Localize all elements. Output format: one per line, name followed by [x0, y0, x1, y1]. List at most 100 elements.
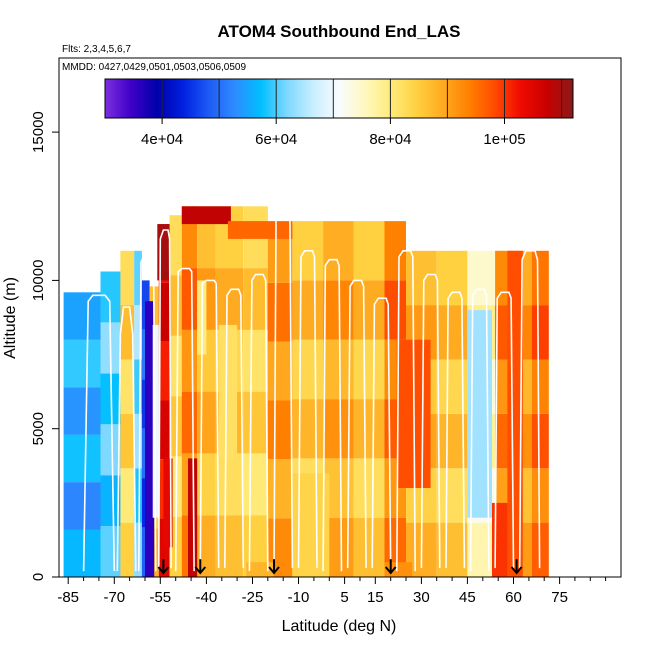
heat-cell — [353, 339, 385, 399]
flight-profile — [346, 279, 367, 569]
x-tick-label: 30 — [413, 589, 430, 606]
heat-patch — [163, 458, 173, 548]
heat-cell — [292, 280, 324, 340]
heat-cell — [243, 329, 268, 392]
heat-cell — [63, 387, 101, 435]
heat-cell — [531, 413, 549, 469]
x-tick-label: 75 — [551, 589, 568, 606]
x-tick-label: -10 — [288, 589, 310, 606]
heat-cell — [134, 413, 142, 469]
marker-arrow-head — [268, 566, 280, 575]
chart-title: ATOM4 Southbound End_LAS — [217, 22, 460, 41]
flight-profile — [494, 291, 515, 569]
y-tick-label: 0 — [30, 573, 47, 581]
flight-profile — [322, 258, 343, 572]
heat-cell — [384, 280, 406, 340]
heat-cell — [292, 339, 324, 399]
heat-cell — [134, 522, 142, 577]
x-tick-label: -40 — [196, 589, 218, 606]
heat-cell — [158, 282, 170, 342]
heat-cell — [169, 335, 182, 397]
heat-cell — [267, 400, 293, 460]
colorbar-gradient — [105, 79, 573, 118]
heat-cell — [215, 453, 244, 516]
heat-cell — [120, 413, 135, 469]
x-tick-label: -25 — [242, 589, 264, 606]
heat-cell — [531, 250, 549, 306]
heat-cell — [63, 292, 101, 340]
heat-cell — [100, 526, 121, 577]
flight-profiles — [82, 208, 541, 572]
heat-cell — [292, 399, 324, 459]
heat-cell — [436, 468, 468, 523]
x-tick-label: 45 — [459, 589, 476, 606]
x-tick-label: -85 — [57, 589, 79, 606]
x-axis: -85 -70 -55 -40 -25 -10 5 15 30 45 60 75 — [57, 577, 607, 606]
heat-cell — [436, 250, 468, 306]
date-markers — [157, 559, 523, 575]
x-tick-label: 60 — [505, 589, 522, 606]
heat-cell — [181, 391, 198, 454]
flight-profile — [199, 279, 220, 569]
flight-profile — [158, 229, 172, 569]
heat-cell — [100, 424, 121, 476]
heat-cell — [353, 458, 385, 518]
heat-cell — [169, 396, 182, 457]
flight-profile — [224, 288, 245, 569]
heat-cell — [353, 517, 385, 577]
heat-cell — [215, 515, 244, 577]
flight-profile — [518, 250, 541, 569]
flight-profile — [445, 291, 466, 569]
heat-cell — [353, 399, 385, 459]
heat-patch — [188, 458, 198, 577]
heat-cell — [267, 459, 293, 519]
marker-arrow-head — [384, 566, 397, 575]
x-tick-label: 15 — [367, 589, 384, 606]
heat-cell — [63, 529, 101, 577]
x-tick-label: -55 — [149, 589, 171, 606]
heat-cell — [120, 522, 135, 577]
dates-label: MMDD: 0427,0429,0501,0503,0506,0509 — [62, 62, 246, 73]
heat-cell — [531, 305, 549, 360]
heat-cell — [158, 341, 170, 401]
colorbar: 4e+04 6e+04 8e+04 1e+05 — [104, 78, 574, 148]
heat-cell — [531, 359, 549, 414]
heat-cell — [243, 391, 268, 454]
heat-cell — [323, 280, 354, 340]
y-tick-label: 15000 — [30, 111, 47, 153]
flight-profile — [138, 255, 157, 572]
heat-patch — [181, 206, 231, 225]
heat-cell — [134, 305, 142, 360]
heat-cell — [63, 339, 101, 388]
y-axis-label: Altitude (m) — [2, 277, 19, 359]
heat-cell — [197, 391, 216, 454]
heat-cell — [158, 518, 170, 577]
heat-cell — [63, 434, 101, 483]
heat-cell — [169, 275, 182, 336]
flight-profile — [248, 273, 269, 572]
flights-label: Flts: 2,3,4,5,6,7 — [62, 44, 131, 55]
heat-cell — [215, 268, 244, 330]
heat-cell — [467, 522, 495, 577]
colorbar-border — [104, 78, 574, 119]
heat-cell — [406, 250, 437, 306]
heat-cell — [149, 528, 159, 577]
heat-cell — [181, 268, 198, 330]
heat-cell — [243, 453, 268, 516]
heat-patch — [218, 324, 238, 459]
flight-profile — [371, 297, 392, 569]
heat-cell — [467, 250, 495, 306]
heat-patch — [152, 324, 159, 518]
colorbar-tick-label: 4e+04 — [141, 131, 183, 148]
heat-cell — [120, 250, 135, 306]
marker-arrow-head — [510, 566, 523, 575]
colorbar-tick-label: 1e+05 — [483, 131, 525, 148]
marker-arrow-head — [157, 566, 170, 575]
x-tick-label: 5 — [340, 589, 348, 606]
heat-cell — [134, 468, 142, 523]
heat-cell — [267, 282, 293, 342]
marker-arrow-head — [194, 566, 207, 575]
heat-cell — [384, 221, 406, 281]
flight-profile — [116, 306, 137, 572]
